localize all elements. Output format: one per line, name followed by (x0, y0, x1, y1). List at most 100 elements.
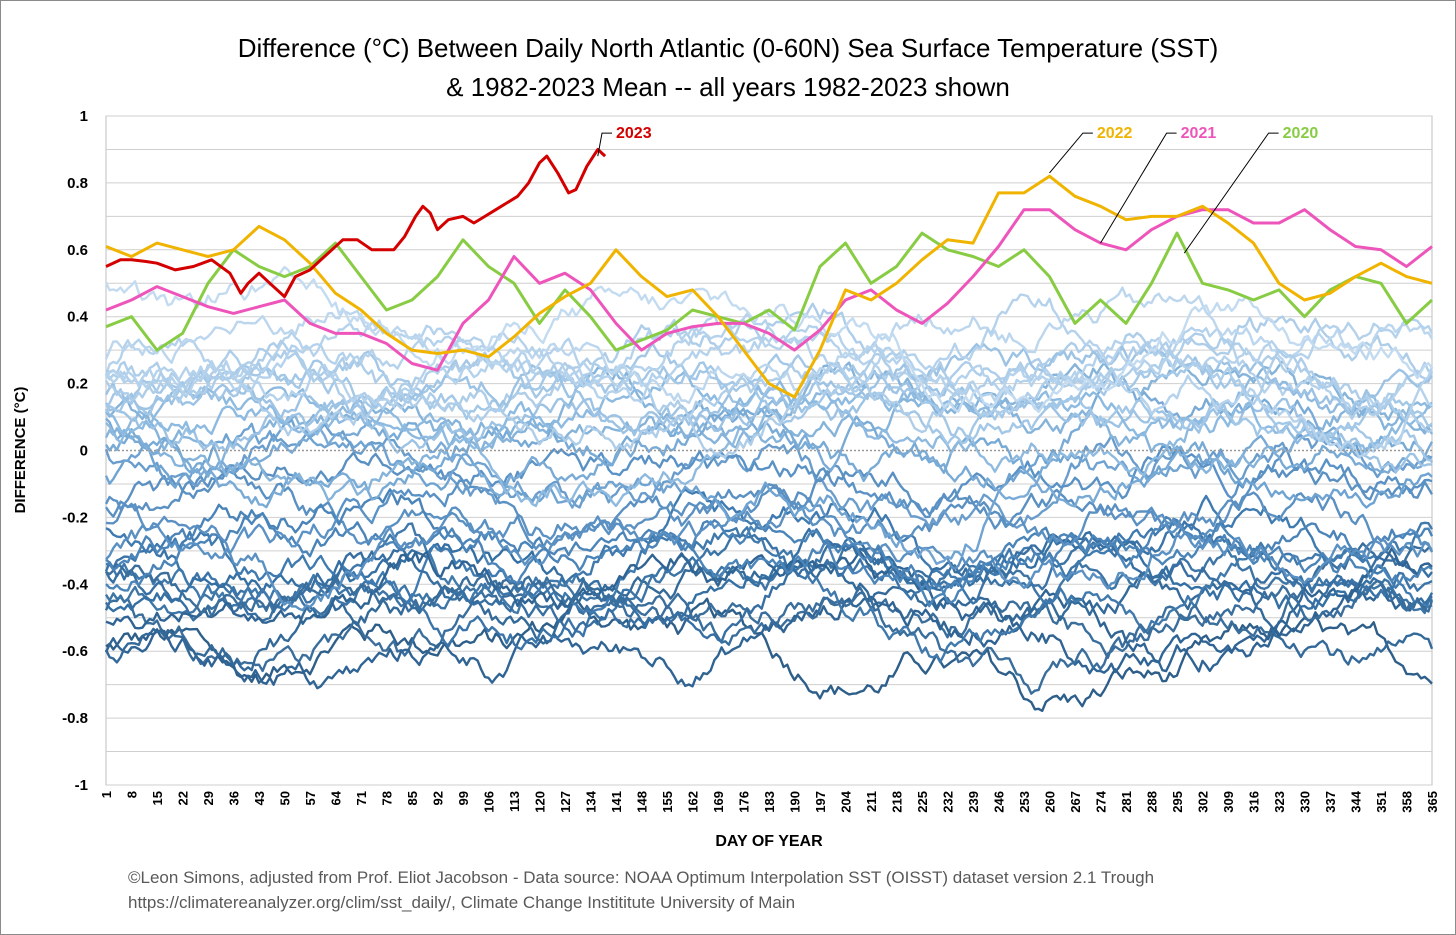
x-tick-label: 169 (711, 791, 726, 813)
series-line-2020 (105, 231, 1434, 352)
credit-line-1: ©Leon Simons, adjusted from Prof. Eliot … (128, 868, 1155, 887)
chart-title-line-1: Difference (°C) Between Daily North Atla… (237, 33, 1219, 63)
series-line-1989 (105, 521, 1434, 664)
series-line-1988 (104, 527, 1434, 629)
y-tick-label: 0 (80, 443, 88, 460)
series-line-1997 (105, 451, 1434, 541)
x-tick-label: 358 (1400, 791, 1415, 813)
series-line-2009 (104, 342, 1433, 462)
x-tick-label: 155 (660, 791, 675, 813)
x-tick-label: 127 (558, 791, 573, 813)
series-line-1991 (104, 531, 1433, 643)
x-tick-label: 204 (839, 790, 854, 812)
x-axis-label: DAY OF YEAR (715, 833, 823, 850)
x-tick-labels: 1 8 15 22 29 36 43 50 57 64 71 78 85 92 99 106 113 120 127… (99, 790, 1440, 812)
x-tick-label: 57 (303, 791, 318, 805)
x-tick-label: 295 (1170, 791, 1185, 813)
series-line-2017 (105, 293, 1434, 404)
x-tick-label: 274 (1094, 790, 1109, 812)
series-line-2001 (104, 418, 1433, 566)
x-tick-label: 344 (1349, 790, 1364, 812)
x-tick-label: 316 (1247, 791, 1262, 813)
x-tick-label: 183 (762, 791, 777, 813)
x-tick-label: 225 (915, 791, 930, 813)
series-line-1993 (105, 563, 1434, 695)
x-tick-label: 120 (533, 791, 548, 813)
x-tick-label: 176 (737, 791, 752, 813)
y-tick-label: 0.6 (67, 242, 88, 259)
series-line-2016 (104, 286, 1434, 404)
x-tick-label: 246 (992, 791, 1007, 813)
x-tick-label: 323 (1272, 791, 1287, 813)
chart-title-line-2: & 1982-2023 Mean -- all years 1982-2023 … (446, 72, 1010, 102)
series-line-1986 (104, 543, 1433, 617)
series-line-2013 (104, 343, 1433, 435)
x-tick-label: 71 (354, 791, 369, 805)
series-label-2023: 2023 (616, 125, 652, 142)
y-axis-label: DIFFERENCE (°C) (12, 386, 29, 514)
x-tick-label: 15 (150, 791, 165, 805)
x-tick-label: 85 (405, 791, 420, 805)
y-tick-label: 0.8 (67, 175, 88, 192)
series-line-1998 (104, 422, 1433, 529)
x-tick-label: 253 (1017, 791, 1032, 813)
x-tick-label: 190 (788, 791, 803, 813)
x-tick-label: 197 (813, 791, 828, 813)
x-tick-label: 337 (1323, 791, 1338, 813)
y-tick-label: -0.8 (62, 710, 88, 727)
y-tick-label: 0.4 (67, 309, 89, 326)
x-tick-label: 50 (278, 791, 293, 805)
y-tick-label: -0.4 (62, 576, 89, 593)
x-tick-label: 239 (966, 791, 981, 813)
highlighted-year-lines (105, 147, 1434, 399)
x-tick-label: 148 (635, 791, 650, 813)
x-tick-label: 113 (507, 791, 522, 812)
series-line-2014 (105, 315, 1433, 459)
x-tick-label: 267 (1068, 791, 1083, 813)
x-tick-label: 64 (329, 790, 344, 805)
series-line-2023 (105, 147, 607, 299)
y-tick-label: -0.2 (62, 509, 88, 526)
x-tick-label: 232 (941, 791, 956, 813)
series-line-1982 (105, 596, 1433, 713)
series-line-2012 (104, 312, 1433, 412)
series-line-1992 (105, 547, 1433, 675)
y-tick-label: 0.2 (67, 376, 88, 393)
leader-line-2020 (1183, 132, 1279, 254)
x-tick-label: 99 (456, 791, 471, 805)
x-tick-label: 22 (176, 791, 191, 805)
background-year-lines (104, 265, 1434, 713)
x-tick-label: 260 (1043, 791, 1058, 813)
series-line-2022 (105, 174, 1433, 399)
series-line-2010 (105, 302, 1434, 437)
series-line-2003 (104, 366, 1434, 475)
x-tick-label: 8 (125, 791, 140, 798)
x-tick-label: 1 (99, 791, 114, 798)
series-line-1984 (104, 586, 1433, 690)
credit-line-2: https://climatereanalyzer.org/clim/sst_d… (128, 893, 796, 912)
x-tick-label: 36 (227, 791, 242, 805)
x-tick-label: 106 (482, 791, 497, 813)
x-tick-label: 309 (1221, 791, 1236, 813)
x-tick-label: 351 (1374, 791, 1389, 813)
gridlines (105, 115, 1433, 786)
y-tick-label: -0.6 (62, 643, 88, 660)
y-tick-label: 1 (80, 108, 88, 125)
series-label-2021: 2021 (1181, 125, 1217, 142)
x-tick-label: 78 (380, 791, 395, 805)
leader-line-2021 (1100, 132, 1177, 244)
series-line-1995 (105, 464, 1434, 590)
series-line-2015 (104, 314, 1434, 459)
x-tick-label: 288 (1145, 791, 1160, 813)
series-label-2020: 2020 (1283, 125, 1319, 142)
x-tick-label: 134 (584, 790, 599, 812)
x-tick-label: 43 (252, 791, 267, 805)
series-line-2011 (105, 353, 1433, 441)
x-tick-label: 29 (201, 791, 216, 805)
x-tick-label: 281 (1119, 791, 1134, 813)
series-line-2021 (105, 208, 1433, 372)
x-tick-label: 162 (686, 791, 701, 813)
x-tick-label: 302 (1196, 791, 1211, 813)
x-tick-label: 92 (431, 791, 446, 805)
